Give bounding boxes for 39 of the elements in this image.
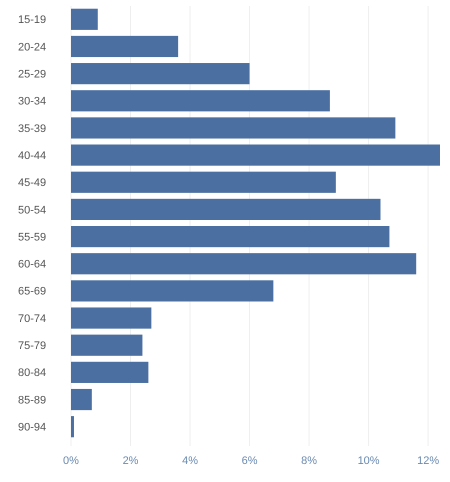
x-tick-label: 0% xyxy=(63,455,80,467)
y-tick-label: 75-79 xyxy=(18,340,46,352)
x-tick-label: 4% xyxy=(182,455,198,467)
bar xyxy=(71,36,178,58)
bar xyxy=(71,63,250,84)
y-tick-label: 30-34 xyxy=(18,96,46,108)
y-tick-label: 40-44 xyxy=(18,150,46,162)
bar xyxy=(71,388,92,410)
y-tick-label: 65-69 xyxy=(18,286,46,298)
x-tick-label: 2% xyxy=(122,455,139,467)
y-tick-label: 50-54 xyxy=(18,204,46,216)
y-tick-label: 90-94 xyxy=(18,422,46,434)
y-tick-label: 35-39 xyxy=(18,122,46,135)
y-tick-label: 45-49 xyxy=(18,177,46,190)
bar xyxy=(71,90,330,112)
x-tick-label: 8% xyxy=(301,455,318,467)
x-tick-label: 10% xyxy=(358,455,380,467)
bar xyxy=(71,8,98,30)
x-tick-label: 6% xyxy=(242,455,258,467)
y-tick-label: 25-29 xyxy=(18,68,46,80)
bar xyxy=(71,334,142,356)
bar xyxy=(71,307,152,329)
bar xyxy=(71,144,440,166)
bar xyxy=(71,117,396,139)
y-tick-label: 70-74 xyxy=(18,312,46,325)
bar xyxy=(71,198,380,220)
y-tick-label: 20-24 xyxy=(18,41,46,54)
y-tick-label: 85-89 xyxy=(18,394,46,406)
bar xyxy=(71,416,74,438)
bar xyxy=(71,226,390,248)
bar xyxy=(71,172,336,193)
bar xyxy=(71,362,148,383)
y-tick-label: 80-84 xyxy=(18,367,46,380)
bar xyxy=(71,253,416,274)
y-tick-label: 15-19 xyxy=(18,14,46,26)
x-tick-label: 12% xyxy=(417,455,440,467)
bar xyxy=(71,280,274,302)
y-tick-label: 55-59 xyxy=(18,231,46,244)
y-tick-label: 60-64 xyxy=(18,258,46,271)
